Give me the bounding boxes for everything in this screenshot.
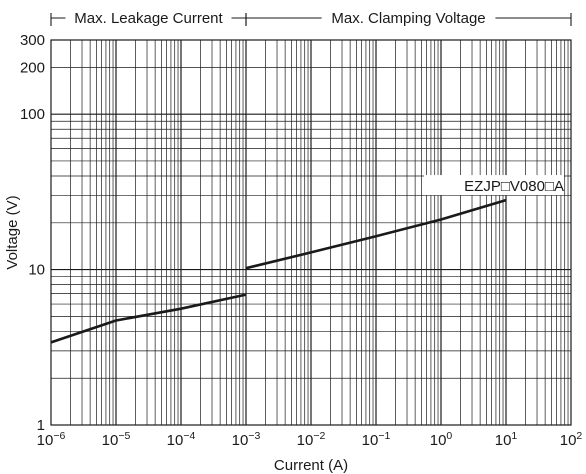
series-line [50,293,247,344]
x-tick-label: 10−1 [362,430,391,449]
y-axis-label: Voltage (V) [4,195,21,269]
x-tick-label: 10−4 [167,430,196,449]
region-bracket: Max. Leakage Current [50,8,247,28]
region-label-bg [65,8,232,28]
y-tick-labels: 1 10 100 200 300 [20,32,45,434]
y-tick-label: 1 [37,417,45,434]
x-tick-label: 102 [560,430,583,449]
y-tick-label: 300 [20,32,45,49]
series-label-bg [424,175,564,196]
region-bracket: Max. Clamping Voltage [245,8,572,28]
x-tick-label: 10−2 [297,430,326,449]
plot-frame [50,39,572,426]
x-tick-label: 10−3 [232,430,261,449]
y-tick-label: 100 [20,106,45,123]
x-tick-label: 100 [430,430,453,449]
grid [51,40,571,425]
y-tick-label: 10 [28,262,45,279]
region-brackets: Max. Leakage Current Max. Clamping Voltag… [50,8,572,28]
series-label: EZJP□V080□A [464,178,564,195]
x-tick-label: 10−6 [37,430,66,449]
x-tick-label: 101 [495,430,518,449]
series-group: EZJP□V080□A [50,175,564,344]
region-label: Max. Clamping Voltage [331,10,485,27]
x-axis-label: Current (A) [274,457,348,474]
region-label-bg [321,8,496,28]
x-tick-labels: 10−6 10−5 10−4 10−3 10−2 10−1 100 101 102 [37,430,583,449]
x-tick-label: 10−5 [102,430,131,449]
series-line [245,198,507,270]
region-label: Max. Leakage Current [74,10,223,27]
y-tick-label: 200 [20,59,45,76]
